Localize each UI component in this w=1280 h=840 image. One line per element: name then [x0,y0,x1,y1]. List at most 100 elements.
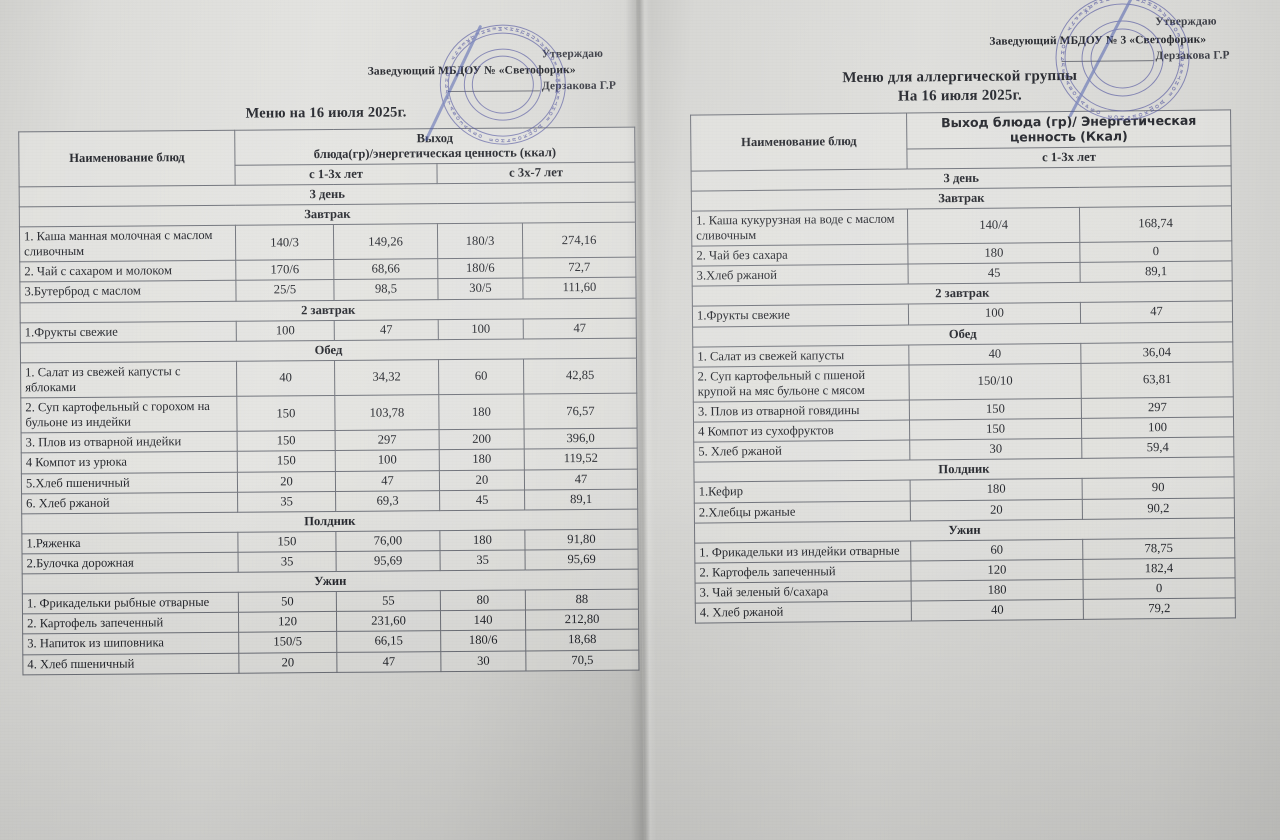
cell-grams-1-3: 140/4 [907,207,1080,245]
cell-dish-name: 3. Плов из отварной индейки [21,431,238,454]
cell-kcal-3-7: 47 [524,468,638,490]
cell-dish-name: 1.Ряженка [21,532,239,554]
cell-kcal-3-7: 111,60 [522,277,637,299]
cell-dish-name: 2. Чай без сахара [691,244,909,267]
cell-grams-1-3: 35 [238,551,337,573]
col-header-age-3-7: с 3х-7 лет [436,161,636,184]
cell-dish-name: 2. Картофель запеченный [694,560,912,584]
cell-kcal-1-3: 149,26 [333,223,438,260]
cell-grams-1-3: 150/5 [238,631,337,653]
menu-document-left: Заведующий МБДОУ № «Светофорик» Утвержда… [18,24,640,676]
cell-kcal-3-7: 119,52 [524,448,638,470]
cell-kcal-1-3: 66,15 [336,631,441,652]
cell-dish-name: 2. Чай с сахаром и молоком [19,260,236,283]
cell-dish-name: 2.Хлебцы ржаные [694,500,911,523]
cell-kcal-1-3: 100 [335,450,440,471]
cell-grams-1-3: 40 [908,343,1081,365]
cell-dish-name: 3.Хлеб ржаной [692,264,909,287]
cell-dish-name: 1.Фрукты свежие [692,304,909,327]
cell-grams-3-7: 45 [439,489,525,511]
cell-dish-name: 5.Хлеб пшеничный [21,471,238,494]
cell-grams-1-3: 180 [911,579,1084,602]
cell-dish-name: 1.Кефир [694,480,911,503]
col-header-output-main: Выход [416,130,454,145]
cell-kcal-3-7: 76,57 [523,393,638,430]
cell-kcal-1-3: 34,32 [334,359,439,396]
cell-kcal-3-7: 89,1 [524,488,638,510]
cell-grams-3-7: 140 [440,610,526,632]
cell-kcal-3-7: 42,85 [523,357,637,395]
table-header-row: Наименование блюд Выход блюда (гр)/ Энер… [690,110,1231,171]
cell-kcal-1-3: 47 [1080,301,1233,323]
menu-document-right: Заведующий МБДОУ № 3 «Светофорик» Утверж… [689,0,1236,624]
cell-grams-1-3: 170/6 [235,259,334,281]
cell-grams-3-7: 180 [439,449,525,471]
table-row: 4. Хлеб пшеничный 20 47 30 70,5 [22,649,639,675]
cell-dish-name: 4 Компот из сухофруктов [693,420,910,443]
cell-dish-name: 1.Фрукты свежие [20,320,237,343]
cell-grams-1-3: 100 [236,320,335,341]
table-header-row: Наименование блюд Выход блюда(гр)/энерге… [18,126,636,187]
cell-kcal-3-7: 18,68 [525,629,639,651]
cell-grams-3-7: 20 [439,469,525,491]
table-row: 1. Каша кукурузная на воде с маслом слив… [691,205,1232,247]
page-title-right: Меню для аллергической группы На 16 июля… [690,65,1230,109]
cell-dish-name: 1. Фрикадельки рыбные отварные [22,592,239,615]
cell-grams-1-3: 25/5 [235,279,335,301]
cell-grams-3-7: 180/6 [437,258,523,280]
signature-line-left [447,90,540,93]
cell-grams-3-7: 60 [438,358,524,395]
signer-name-right: Дерзакова Г.Р [1155,49,1230,63]
cell-dish-name: 4. Хлеб ржаной [695,601,912,624]
cell-kcal-3-7: 47 [523,317,637,339]
table-row: 1. Каша манная молочная с маслом сливочн… [19,222,636,263]
table-row: 2. Суп картофельный с пшеной крупой на м… [692,361,1234,403]
cell-kcal-1-3: 59,4 [1081,437,1234,459]
signature-line-right [1061,60,1154,63]
col-header-dish-name: Наименование блюд [18,129,236,187]
approve-label-left: Утверждаю [541,47,604,61]
cell-grams-1-3: 120 [910,559,1084,582]
cell-grams-1-3: 60 [910,539,1083,561]
cell-kcal-1-3: 0 [1079,241,1232,263]
menu-table-left: Наименование блюд Выход блюда(гр)/энерге… [18,126,640,676]
page-title-right-line1: Меню для аллергической группы [842,67,1078,87]
cell-grams-3-7: 180/6 [440,630,526,652]
table-row: 1. Салат из свежей капусты с яблоками 40 3… [20,357,637,398]
cell-grams-3-7: 35 [440,549,526,571]
cell-kcal-1-3: 68,66 [333,258,438,280]
cell-kcal-1-3: 95,69 [336,550,441,572]
cell-kcal-1-3: 63,81 [1080,361,1234,399]
cell-dish-name: 6. Хлеб ржаной [21,491,238,514]
page-title-right-line2: На 16 июля 2025г. [897,87,1022,105]
cell-kcal-1-3: 76,00 [335,530,441,552]
cell-grams-1-3: 35 [237,491,336,512]
cell-dish-name: 5. Хлеб ржаной [693,440,910,463]
cell-dish-name: 1. Фрикадельки из индейки отварные [694,540,911,563]
cell-kcal-1-3: 297 [1081,396,1234,419]
col-header-dish-name: Наименование блюд [690,113,908,171]
cell-grams-1-3: 150 [236,395,336,432]
cell-grams-1-3: 180 [910,478,1083,501]
signer-name-left: Дерзакова Г.Р [541,79,616,93]
cell-kcal-1-3: 100 [1081,417,1234,439]
cell-dish-name: 2. Суп картофельный с горохом на бульоне… [20,396,238,434]
cell-kcal-3-7: 72,7 [522,257,636,279]
cell-kcal-1-3: 69,3 [335,490,440,512]
cell-grams-3-7: 30/5 [437,278,524,300]
cell-kcal-1-3: 0 [1083,577,1236,600]
cell-dish-name: 1. Каша кукурузная на воде с маслом слив… [691,208,908,247]
cell-dish-name: 1. Салат из свежей капусты с яблоками [20,361,237,398]
cell-kcal-1-3: 103,78 [334,394,440,431]
cell-kcal-1-3: 182,4 [1082,557,1236,580]
table-row: 2. Суп картофельный с горохом на бульоне… [20,393,638,434]
cell-kcal-1-3: 231,60 [336,610,441,632]
cell-dish-name: 1. Каша манная молочная с маслом сливочн… [19,225,236,263]
cell-kcal-1-3: 79,2 [1083,597,1236,620]
cell-grams-1-3: 40 [911,599,1084,622]
col-header-output: Выход блюда(гр)/энергетическая ценность … [234,126,636,165]
cell-grams-1-3: 150 [909,398,1082,421]
cell-grams-3-7: 200 [439,429,525,451]
cell-dish-name: 3. Напиток из шиповника [22,632,239,655]
cell-dish-name: 3.Бутерброд с маслом [19,280,237,303]
